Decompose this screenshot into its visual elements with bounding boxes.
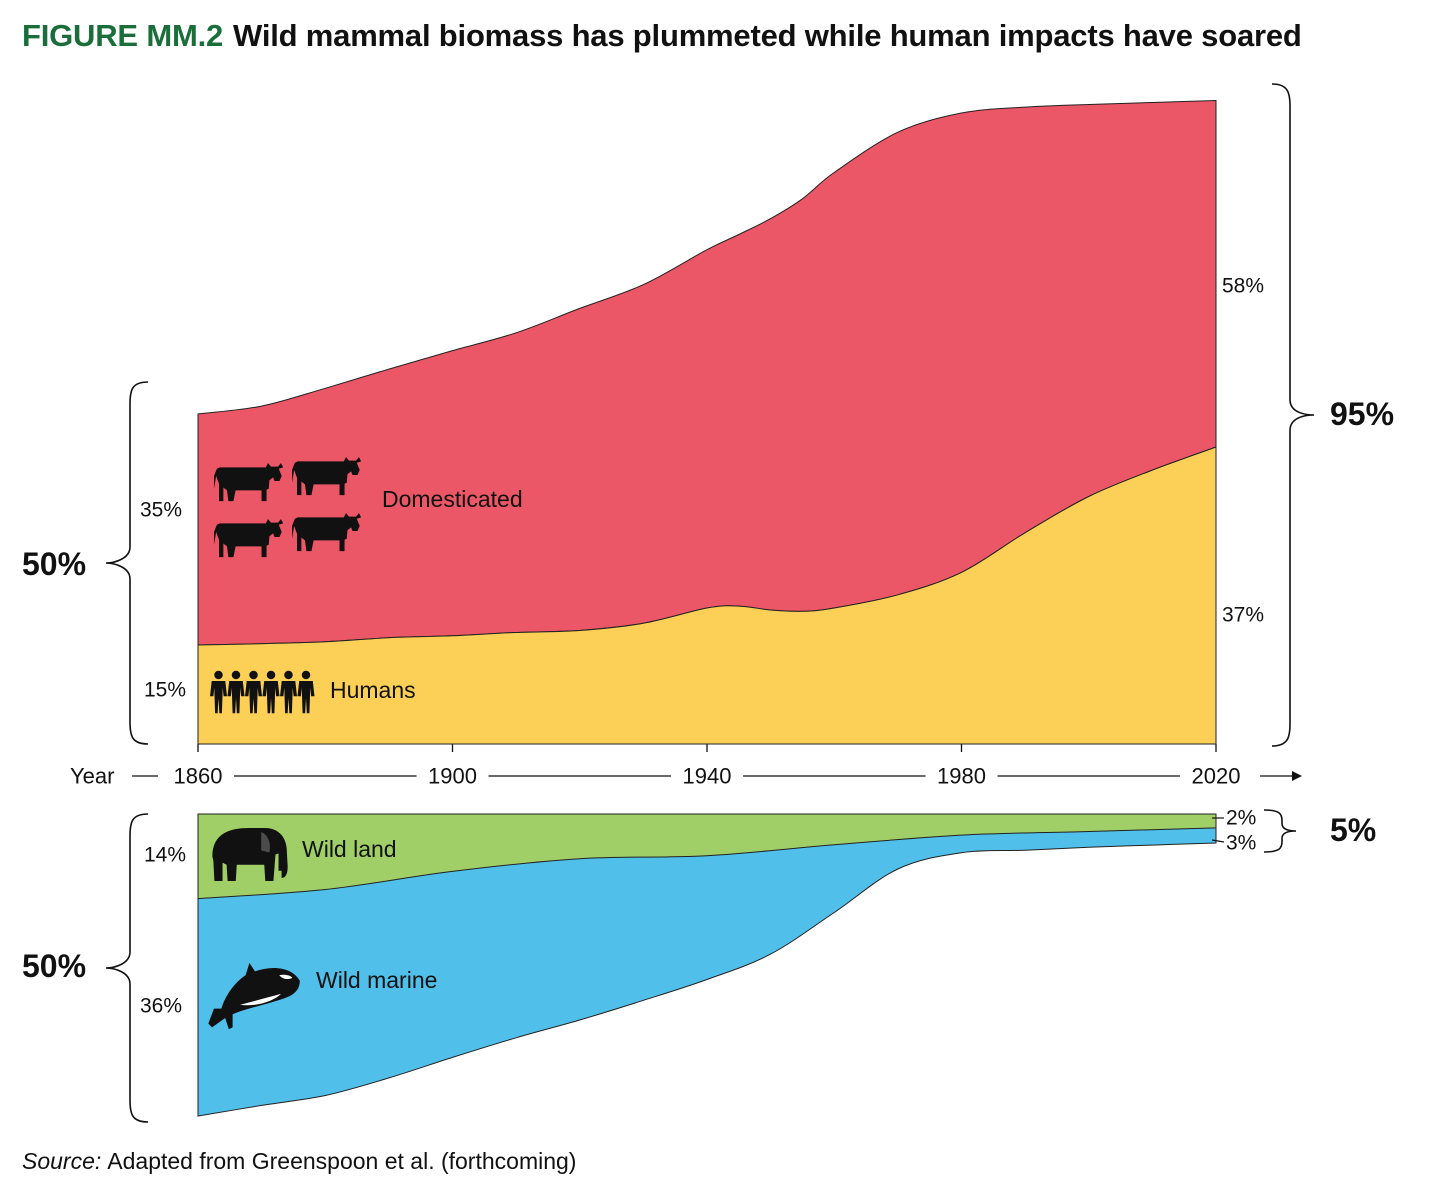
label-left-total-panel1: 50% — [22, 546, 86, 582]
label-right-total-panel1: 95% — [1330, 396, 1394, 432]
x-axis-label: Year — [70, 764, 114, 789]
area-wild-land — [197, 813, 1217, 900]
label-wild-land-1860: 14% — [144, 844, 186, 867]
leader-wild-marine-2020 — [1211, 839, 1225, 843]
label-left-total-panel2: 50% — [22, 948, 86, 984]
figure-title: Wild mammal biomass has plummeted while … — [233, 18, 1302, 53]
series-name-humans: Humans — [330, 677, 416, 703]
source-note: Source: Adapted from Greenspoon et al. (f… — [22, 1148, 576, 1175]
source-text: Adapted from Greenspoon et al. (forthcom… — [107, 1148, 577, 1174]
brace-right-panel2 — [1263, 809, 1297, 853]
area-humans — [197, 446, 1217, 745]
figure-label: FIGURE MM.2 — [22, 18, 224, 53]
x-tick-label: 1900 — [428, 764, 477, 789]
label-humans-1860: 15% — [144, 679, 186, 702]
label-wild-marine-2020: 3% — [1226, 832, 1256, 855]
x-tick-label: 1980 — [937, 764, 986, 789]
x-tick-label: 1940 — [683, 764, 732, 789]
label-right-total-panel2: 5% — [1330, 812, 1376, 848]
source-label: Source: — [22, 1148, 102, 1174]
series-name-wild-marine: Wild marine — [316, 967, 437, 993]
x-axis-arrow-head — [1292, 771, 1302, 781]
chart-title: FIGURE MM.2 Wild mammal biomass has plumm… — [22, 18, 1302, 54]
label-domesticated-2020: 58% — [1222, 275, 1264, 298]
brace-left-panel2 — [105, 813, 149, 1123]
brace-left-panel1 — [105, 381, 149, 745]
label-humans-2020: 37% — [1222, 604, 1264, 627]
label-wild-land-2020: 2% — [1226, 807, 1256, 830]
series-name-domesticated: Domesticated — [382, 486, 523, 512]
x-tick-label: 1860 — [174, 764, 223, 789]
brace-right-panel1 — [1271, 83, 1315, 747]
x-tick-label: 2020 — [1192, 764, 1241, 789]
label-domesticated-1860: 35% — [140, 499, 182, 522]
label-wild-marine-1860: 36% — [140, 995, 182, 1018]
series-name-wild-land: Wild land — [302, 836, 397, 862]
area-wild-marine — [197, 813, 1217, 1117]
